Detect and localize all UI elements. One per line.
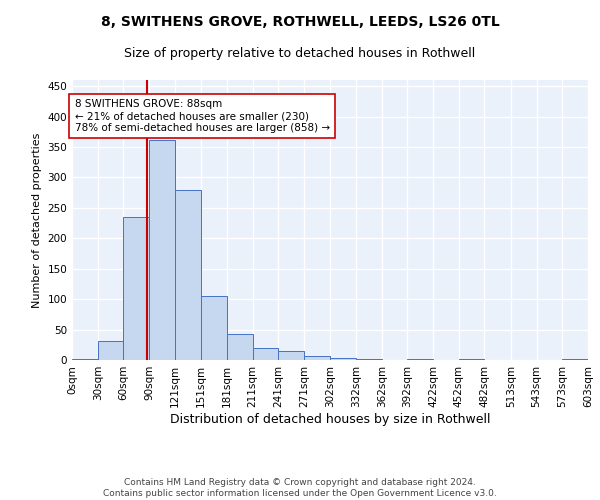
Text: 8, SWITHENS GROVE, ROTHWELL, LEEDS, LS26 0TL: 8, SWITHENS GROVE, ROTHWELL, LEEDS, LS26… xyxy=(101,15,499,29)
Bar xyxy=(124,217,149,360)
Bar xyxy=(149,140,175,360)
Bar xyxy=(459,359,484,360)
Bar xyxy=(72,359,98,360)
Y-axis label: Number of detached properties: Number of detached properties xyxy=(32,132,42,308)
X-axis label: Distribution of detached houses by size in Rothwell: Distribution of detached houses by size … xyxy=(170,412,490,426)
Bar xyxy=(562,359,588,360)
Text: Contains HM Land Registry data © Crown copyright and database right 2024.
Contai: Contains HM Land Registry data © Crown c… xyxy=(103,478,497,498)
Bar xyxy=(278,351,304,360)
Text: 8 SWITHENS GROVE: 88sqm
← 21% of detached houses are smaller (230)
78% of semi-d: 8 SWITHENS GROVE: 88sqm ← 21% of detache… xyxy=(74,100,329,132)
Bar xyxy=(304,356,331,360)
Bar xyxy=(253,348,278,360)
Bar xyxy=(227,334,253,360)
Bar xyxy=(356,359,382,360)
Bar xyxy=(201,296,227,360)
Bar xyxy=(331,358,356,360)
Bar xyxy=(175,190,201,360)
Bar xyxy=(407,359,433,360)
Text: Size of property relative to detached houses in Rothwell: Size of property relative to detached ho… xyxy=(124,48,476,60)
Bar xyxy=(98,340,124,360)
